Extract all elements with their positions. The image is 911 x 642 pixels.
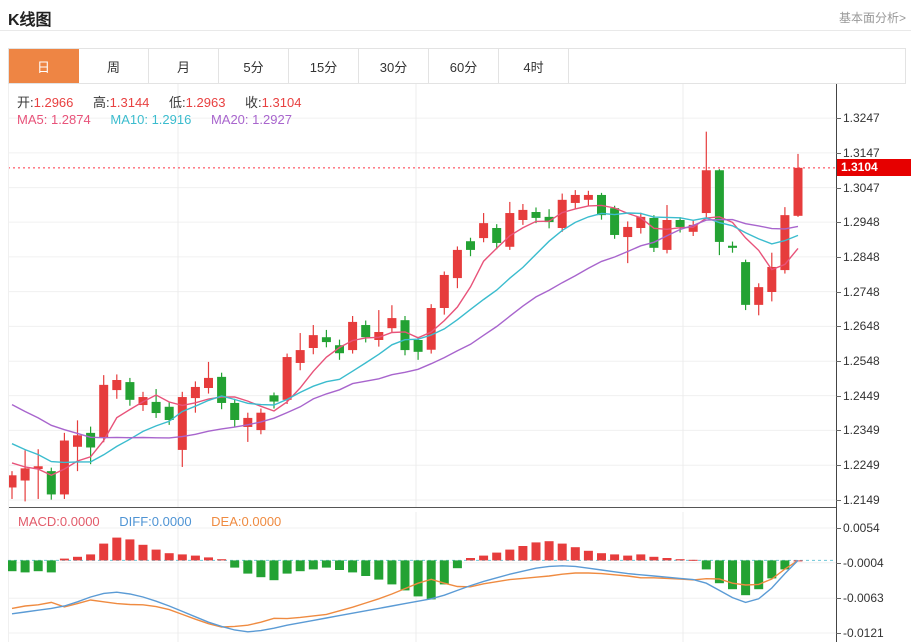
y-axis-tick bbox=[836, 562, 841, 564]
macd-y-tick-label: 0.0054 bbox=[843, 521, 880, 535]
main-chart[interactable] bbox=[8, 84, 836, 508]
main-y-tick-label: 1.2249 bbox=[843, 458, 880, 473]
fundamental-analysis-link[interactable]: 基本面分析> bbox=[838, 11, 906, 25]
ohlc-header: 开:1.2966 高:1.3144 低:1.2963 收:1.3104 bbox=[17, 92, 317, 111]
tabbar-filler bbox=[569, 49, 905, 83]
open-label: 开: bbox=[17, 95, 34, 110]
tab-4hour[interactable]: 4时 bbox=[499, 49, 569, 83]
ma20-value: 1.2927 bbox=[252, 112, 292, 127]
y-axis-tick bbox=[836, 598, 841, 600]
main-y-tick-label: 1.2848 bbox=[843, 249, 880, 264]
open-value: 1.2966 bbox=[33, 95, 74, 110]
main-y-tick-label: 1.2449 bbox=[843, 388, 880, 403]
y-axis-tick bbox=[836, 118, 841, 120]
y-axis-tick bbox=[836, 500, 841, 501]
ma5-value: 1.2874 bbox=[50, 112, 91, 127]
tab-week[interactable]: 周 bbox=[79, 49, 149, 83]
diff-value: 0.0000 bbox=[151, 514, 192, 529]
y-axis-tick bbox=[836, 187, 841, 189]
main-y-tick-label: 1.3047 bbox=[843, 180, 880, 195]
tab-30min[interactable]: 30分 bbox=[359, 49, 429, 83]
macd-y-tick-label: -0.0063 bbox=[843, 591, 884, 606]
low-value: 1.2963 bbox=[185, 95, 226, 110]
page-title: K线图 bbox=[8, 12, 52, 29]
main-y-tick-label: 1.2349 bbox=[843, 423, 880, 438]
dea-value: 0.0000 bbox=[241, 514, 282, 529]
macd-label: MACD: bbox=[18, 514, 60, 529]
y-axis-tick bbox=[836, 256, 841, 258]
main-y-tick-label: 1.2648 bbox=[843, 319, 880, 334]
close-value: 1.3104 bbox=[261, 95, 302, 110]
high-value: 1.3144 bbox=[109, 95, 150, 110]
y-axis-tick bbox=[836, 430, 841, 432]
high-label: 高: bbox=[93, 95, 110, 110]
tab-15min[interactable]: 15分 bbox=[289, 49, 359, 83]
tab-day[interactable]: 日 bbox=[9, 49, 79, 83]
y-axis-tick bbox=[836, 291, 841, 293]
low-label: 低: bbox=[169, 95, 186, 110]
macd-value: 0.0000 bbox=[59, 514, 100, 529]
y-axis-tick bbox=[836, 152, 841, 154]
macd-y-tick-label: -0.0121 bbox=[843, 626, 884, 640]
diff-label: DIFF: bbox=[119, 514, 152, 529]
ma-header: MA5: 1.2874 MA10: 1.2916 MA20: 1.2927 bbox=[17, 112, 308, 127]
last-price-tag: 1.3104 bbox=[837, 158, 911, 176]
main-y-tick-label: 1.2948 bbox=[843, 215, 880, 230]
tab-5min[interactable]: 5分 bbox=[219, 49, 289, 83]
macd-chart[interactable] bbox=[8, 512, 836, 642]
main-y-tick-label: 1.2149 bbox=[843, 493, 880, 507]
y-axis-tick bbox=[836, 361, 841, 363]
chart-left-edge bbox=[8, 84, 9, 642]
close-label: 收: bbox=[245, 95, 262, 110]
main-y-tick-label: 1.3247 bbox=[843, 111, 880, 126]
panel-divider bbox=[8, 507, 836, 508]
macd-y-tick-label: -0.0004 bbox=[843, 555, 884, 570]
y-axis-tick bbox=[836, 465, 841, 467]
y-axis-tick bbox=[836, 633, 841, 634]
y-axis-line bbox=[836, 84, 837, 642]
y-axis-tick bbox=[836, 326, 841, 328]
main-y-tick-label: 1.2548 bbox=[843, 354, 880, 369]
main-y-tick-label: 1.2748 bbox=[843, 284, 880, 299]
title-divider bbox=[0, 30, 911, 31]
tab-60min[interactable]: 60分 bbox=[429, 49, 499, 83]
y-axis-tick bbox=[836, 222, 841, 224]
y-axis-tick bbox=[836, 528, 841, 529]
ma5-label: MA5: bbox=[17, 112, 48, 127]
y-axis-tick bbox=[836, 395, 841, 397]
main-y-tick-label: 1.3147 bbox=[843, 145, 880, 160]
ma10-value: 1.2916 bbox=[151, 112, 192, 127]
interval-tabbar: 日 周 月 5分 15分 30分 60分 4时 bbox=[8, 48, 906, 84]
tab-month[interactable]: 月 bbox=[149, 49, 219, 83]
dea-label: DEA: bbox=[211, 514, 242, 529]
ma20-label: MA20: bbox=[210, 112, 249, 127]
ma10-label: MA10: bbox=[110, 112, 148, 127]
macd-header: MACD:0.0000 DIFF:0.0000 DEA:0.0000 bbox=[18, 514, 297, 529]
